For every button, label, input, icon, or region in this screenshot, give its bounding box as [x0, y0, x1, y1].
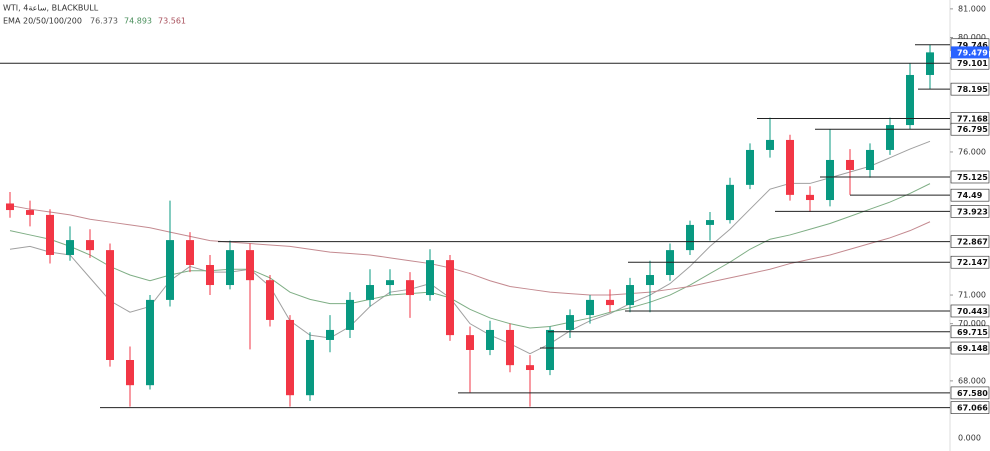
candle-body: [446, 260, 454, 336]
candle-body: [146, 299, 154, 386]
candle-body: [266, 280, 274, 320]
level-label-box: [950, 235, 990, 248]
candle-body: [226, 250, 234, 286]
candle-body: [586, 299, 594, 316]
ema-value: 73.561: [158, 17, 186, 26]
level-label: 69.715: [957, 328, 988, 337]
level-label-box: [950, 188, 990, 202]
y-tick-label: 68.000: [958, 376, 986, 385]
ema-line: [9, 183, 931, 329]
level-label-box: [950, 82, 990, 96]
level-label-box: [950, 304, 990, 318]
candle-body: [626, 285, 634, 306]
y-tick-label: 80.000: [958, 33, 986, 42]
candle-body: [426, 260, 434, 296]
level-label-box: [950, 401, 990, 414]
ema-line: [9, 204, 931, 296]
level-label: 72.147: [957, 258, 988, 267]
candle-body: [526, 365, 534, 371]
level-label: 75.125: [957, 173, 988, 182]
y-tick-label: 81.000: [958, 4, 986, 13]
candle-body: [726, 184, 734, 221]
candle-body: [646, 275, 654, 286]
candle-body: [566, 315, 574, 330]
level-label: 73.923: [957, 207, 988, 216]
level-label: 79.101: [957, 59, 988, 68]
last-price-box: [951, 46, 989, 59]
level-label: 72.867: [957, 238, 988, 247]
level-label-box: [950, 341, 990, 355]
last-price-label: 79.479: [957, 48, 988, 57]
candle-body: [906, 74, 914, 126]
candle-body: [126, 359, 134, 386]
candle-body: [286, 319, 294, 396]
level-label-box: [950, 386, 990, 400]
candle-body: [546, 329, 554, 371]
candle-body: [606, 299, 614, 306]
level-label-box: [950, 170, 990, 184]
ema-value: 76.373: [90, 17, 118, 26]
candle-body: [26, 210, 34, 215]
level-label: 67.580: [957, 389, 988, 398]
candle-body: [786, 139, 794, 195]
candle-body: [406, 280, 414, 296]
level-label-box: [950, 255, 990, 269]
candle-body: [766, 139, 774, 150]
chart-title: WTI, 4ساعة, BLACKBULL: [3, 4, 99, 13]
candle-body: [846, 159, 854, 170]
y-tick-label: 70.000: [958, 319, 986, 328]
level-label: 67.066: [957, 404, 988, 413]
ema-value: 74.893: [124, 17, 152, 26]
level-label: 78.195: [957, 85, 988, 94]
ema-line: [9, 140, 931, 355]
candle-body: [206, 264, 214, 286]
candle-body: [346, 299, 354, 330]
candle-body: [46, 214, 54, 255]
y-tick-label: 76.000: [958, 147, 986, 156]
candle-body: [326, 329, 334, 340]
candle-body: [86, 240, 94, 251]
candle-body: [706, 220, 714, 225]
level-label-box: [950, 122, 990, 136]
level-label: 74.49: [957, 191, 983, 200]
candle-body: [66, 240, 74, 255]
candle-body: [6, 203, 14, 211]
candle-body: [746, 149, 754, 185]
candle-body: [366, 285, 374, 300]
candle-body: [466, 335, 474, 350]
candle-body: [686, 224, 694, 251]
candle-body: [166, 240, 174, 300]
candle-body: [806, 194, 814, 201]
candle-body: [886, 125, 894, 150]
level-label: 76.795: [957, 125, 988, 134]
level-label: 70.443: [957, 307, 988, 316]
level-label: 69.148: [957, 344, 988, 353]
candle-body: [866, 149, 874, 170]
level-label-box: [950, 325, 990, 339]
level-label: 77.168: [957, 115, 988, 124]
candle-body: [186, 240, 194, 265]
candle-body: [106, 250, 114, 360]
candle-body: [306, 339, 314, 396]
candle-body: [506, 329, 514, 366]
candle-body: [826, 159, 834, 201]
level-label-box: [950, 205, 990, 218]
lower-pane-label: 0.000: [958, 434, 981, 443]
indicator-label: EMA 20/50/100/200: [3, 17, 82, 26]
candle-body: [246, 250, 254, 281]
candle-body: [386, 280, 394, 286]
candle-body: [486, 329, 494, 350]
level-label: 79.746: [957, 41, 988, 50]
y-tick-label: 71.000: [958, 291, 986, 300]
